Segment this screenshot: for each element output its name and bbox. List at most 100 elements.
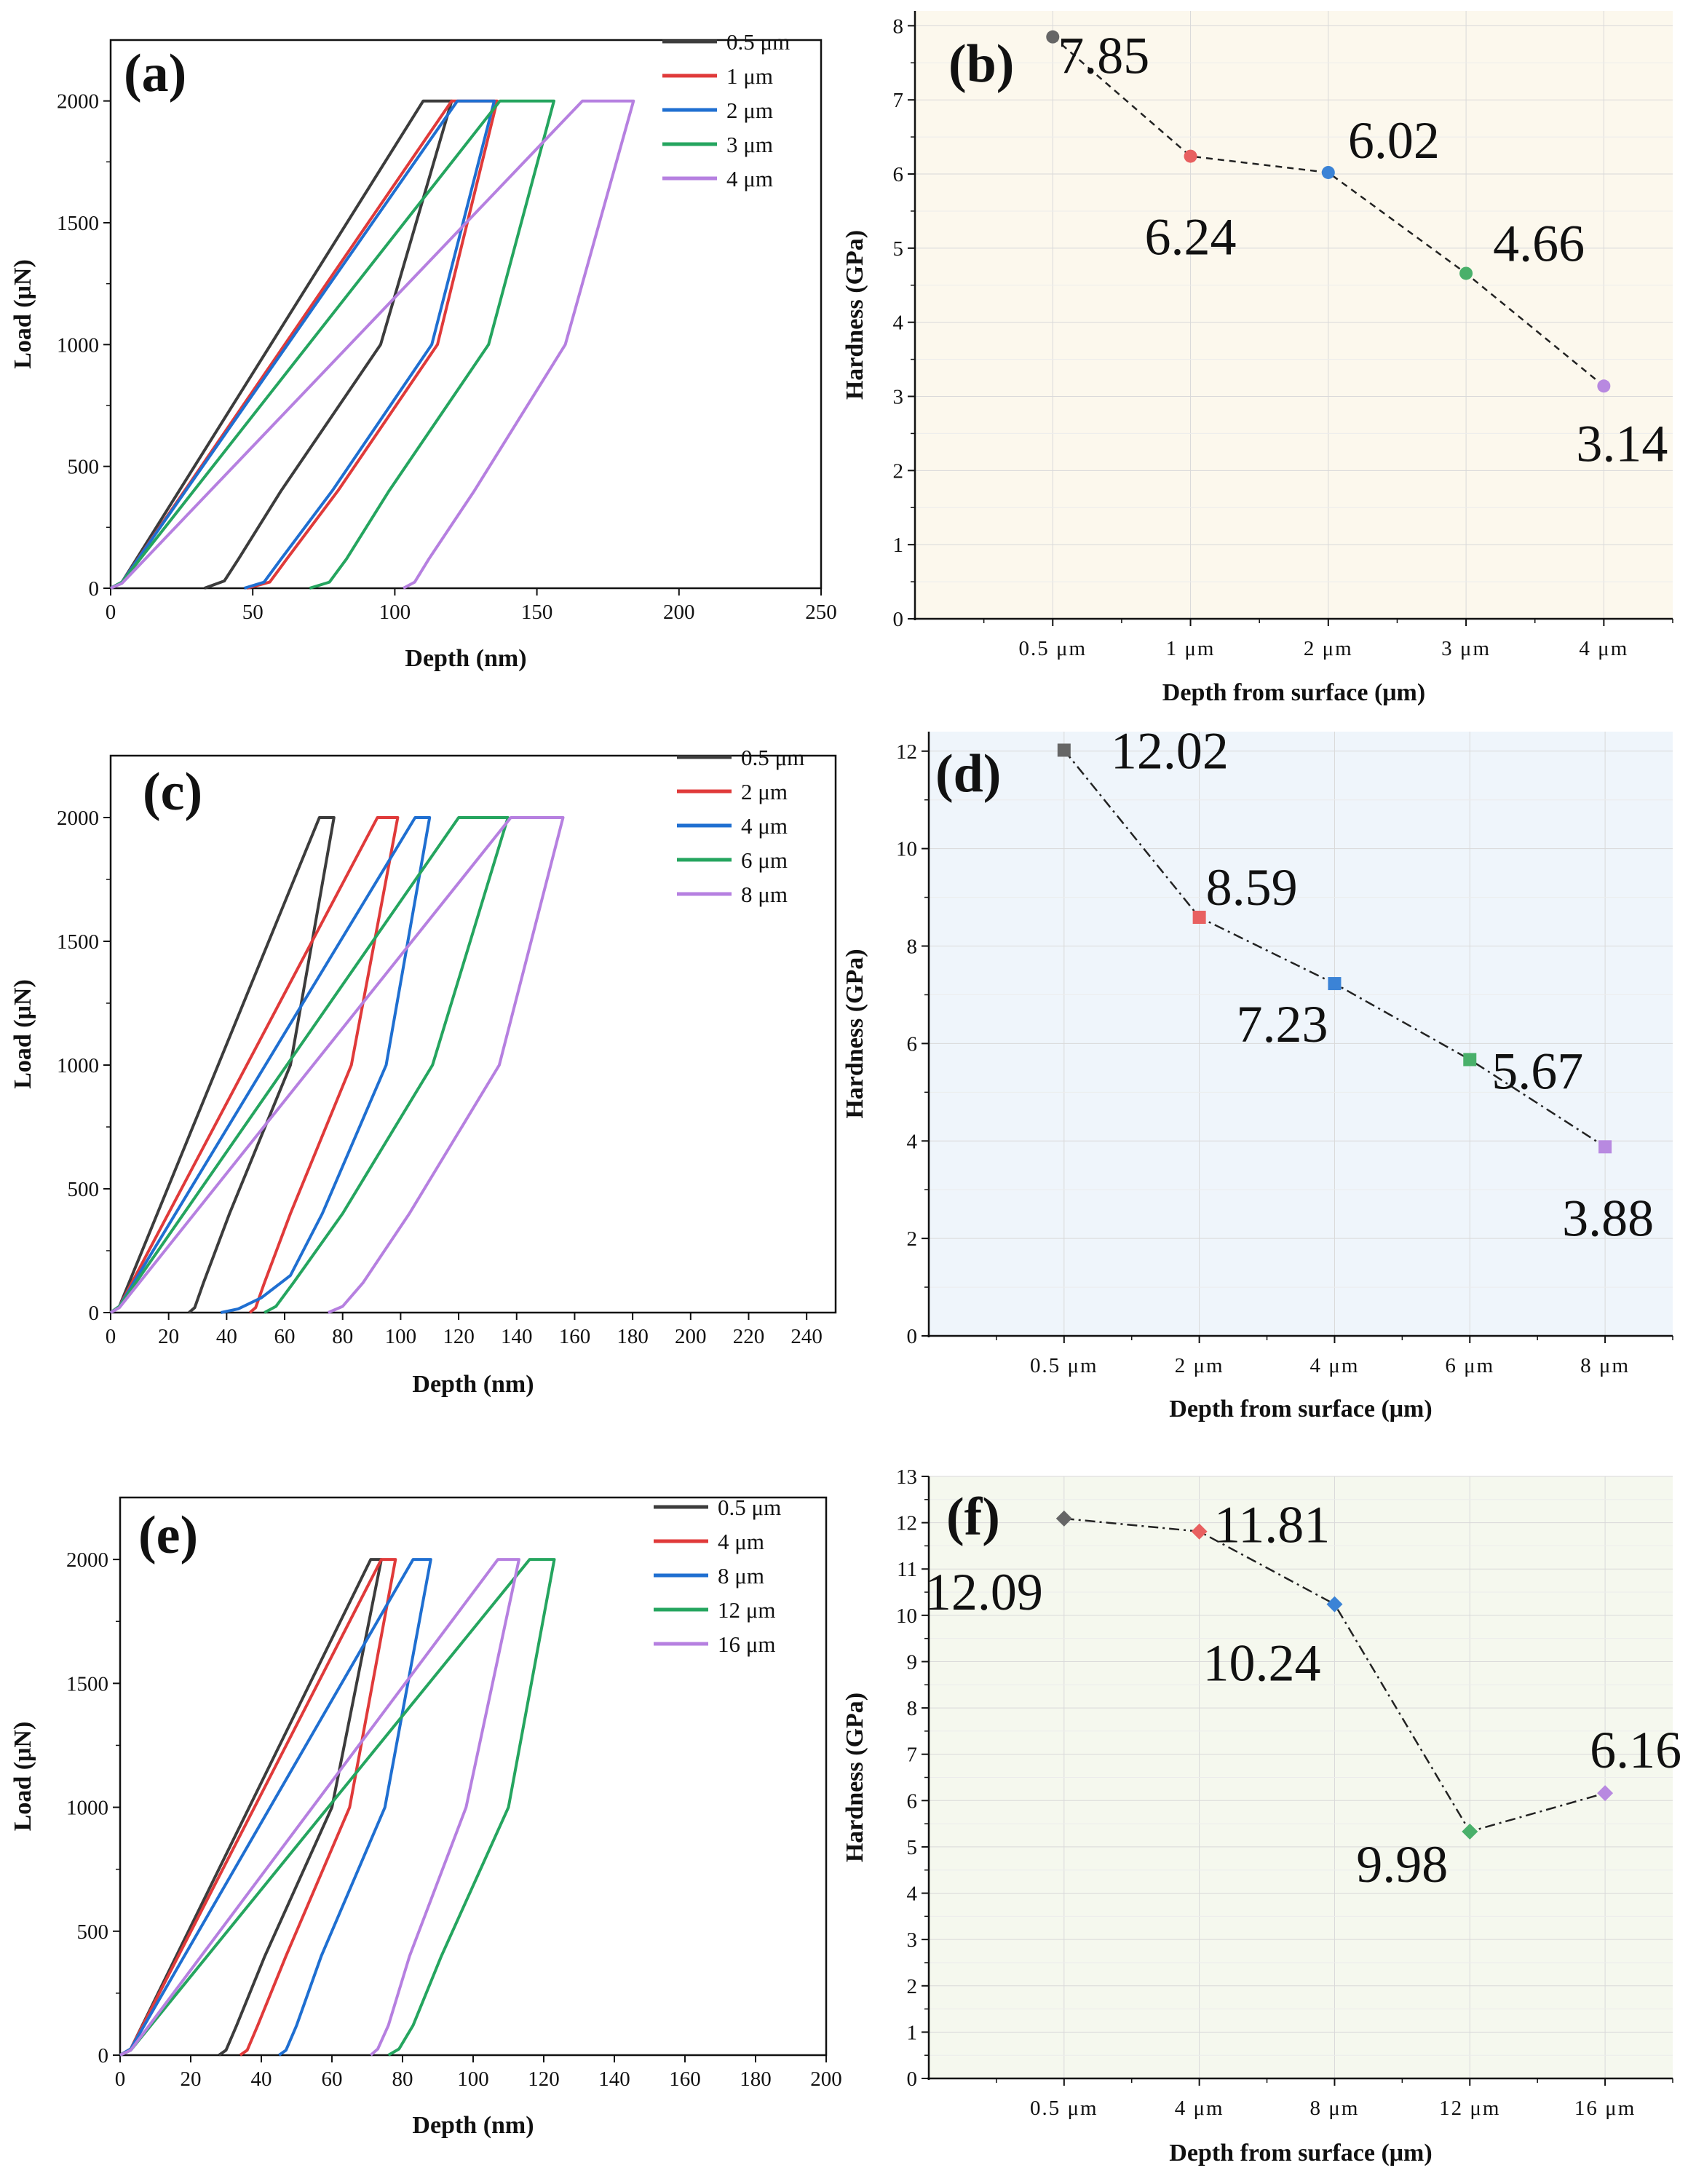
data-point xyxy=(1462,1823,1478,1840)
panel-label: (e) xyxy=(138,1506,198,1565)
x-tick-label: 150 xyxy=(521,601,553,624)
data-label: 11.81 xyxy=(1214,1496,1330,1554)
minor-grid xyxy=(929,1499,1673,2056)
load-unload-curve xyxy=(109,816,510,1314)
connecting-line xyxy=(1052,36,1605,387)
x-tick-label: 100 xyxy=(379,601,411,624)
panel-label: (d) xyxy=(935,744,1001,804)
y-axis-title: Hardness (GPa) xyxy=(841,230,868,400)
x-tick-label: 240 xyxy=(790,1325,823,1348)
series-16um xyxy=(119,1558,520,2057)
panel-label: (b) xyxy=(948,34,1014,94)
x-tick-label: 40 xyxy=(216,1325,237,1348)
data-label: 10.24 xyxy=(1202,1634,1320,1693)
y-axis-title: Hardness (GPa) xyxy=(841,949,868,1118)
data-point xyxy=(1597,379,1611,393)
data-point xyxy=(1057,743,1071,757)
x-tick-label: 140 xyxy=(501,1325,533,1348)
x-axis-title: Depth (nm) xyxy=(405,645,526,672)
x-tick-label: 100 xyxy=(457,2068,489,2091)
y-tick-label: 7 xyxy=(893,89,904,112)
x-tick-label: 120 xyxy=(443,1325,475,1348)
x-axis-title: Depth (nm) xyxy=(412,2112,534,2139)
legend: 0.5 μm 1 μm 2 μm 3 μm 4 μm xyxy=(662,29,790,191)
x-tick-label: 220 xyxy=(733,1325,765,1348)
series-4um xyxy=(119,1558,397,2057)
x-tick-label: 0 xyxy=(106,601,116,624)
x-tick-label: 8 μm xyxy=(1310,2097,1360,2120)
x-tick-label: 180 xyxy=(617,1325,649,1348)
y-tick-label: 10 xyxy=(896,1605,917,1628)
y-tick-label: 2 xyxy=(893,459,904,483)
load-unload-curve xyxy=(119,1558,520,2057)
legend-label: 8 μm xyxy=(718,1563,764,1588)
y-tick-label: 5 xyxy=(893,237,904,261)
load-unload-curve xyxy=(109,816,432,1314)
series-3um xyxy=(110,99,555,590)
chart-panel-e: 0 500 1000 1500 2000 0 20 40 60 80 100 120 140 160 180… xyxy=(9,1495,842,2139)
data-point xyxy=(1597,1785,1614,1802)
x-tick-label: 50 xyxy=(242,601,263,624)
legend-label: 0.5 μm xyxy=(726,29,790,55)
data-point xyxy=(1192,911,1206,925)
x-tick-label: 40 xyxy=(251,2068,272,2091)
legend-label: 4 μm xyxy=(741,813,788,839)
series-4um xyxy=(110,99,635,590)
data-label: 12.02 xyxy=(1111,721,1229,780)
axes-frame xyxy=(109,39,823,590)
x-tick-label: 4 μm xyxy=(1579,637,1628,660)
y-tick-label: 13 xyxy=(896,1465,917,1489)
x-axis-title: Depth from surface (μm) xyxy=(1162,679,1425,706)
x-tick-label: 200 xyxy=(810,2068,842,2091)
load-unload-curve xyxy=(110,99,453,590)
chart-panel-a: 0 500 1000 1500 2000 0 50 100 150 200 250 Depth (nm… xyxy=(9,29,837,672)
y-tick-label: 12 xyxy=(896,740,917,764)
x-tick-label: 12 μm xyxy=(1439,2097,1500,2120)
y-tick-label: 2 xyxy=(907,1975,918,1998)
x-tick-label: 80 xyxy=(392,2068,413,2091)
y-tick-label: 1000 xyxy=(57,1054,99,1077)
y-tick-label: 8 xyxy=(907,1697,918,1720)
x-tick-label: 120 xyxy=(528,2068,560,2091)
x-tick-label: 20 xyxy=(181,2068,202,2091)
x-axis-title: Depth (nm) xyxy=(412,1371,534,1398)
x-tick-label: 2 μm xyxy=(1175,1354,1224,1377)
legend: 0.5 μm 2 μm 4 μm 6 μm 8 μm xyxy=(677,745,804,907)
y-tick-label: 1000 xyxy=(66,1797,108,1820)
y-tick-label: 8 xyxy=(907,935,918,959)
x-tick-label: 180 xyxy=(740,2068,772,2091)
legend-label: 1 μm xyxy=(726,63,773,89)
series-0.5um xyxy=(110,99,453,590)
y-tick-label: 0 xyxy=(98,2044,109,2068)
data-label: 7.85 xyxy=(1058,27,1149,85)
y-tick-label: 12 xyxy=(896,1512,917,1535)
load-unload-curve xyxy=(119,1558,432,2057)
y-tick-label: 500 xyxy=(77,1920,109,1944)
x-tick-label: 4 μm xyxy=(1175,2097,1224,2120)
y-tick-label: 2000 xyxy=(57,90,99,114)
y-tick-label: 0 xyxy=(89,577,100,601)
x-tick-label: 20 xyxy=(158,1325,179,1348)
legend-label: 0.5 μm xyxy=(718,1495,781,1520)
series-4um xyxy=(109,816,432,1314)
x-tick-label: 160 xyxy=(559,1325,591,1348)
y-tick-label: 1000 xyxy=(57,333,99,357)
y-tick-label: 5 xyxy=(907,1836,918,1859)
data-point xyxy=(1328,977,1342,991)
legend-label: 4 μm xyxy=(718,1529,764,1554)
y-tick-label: 2000 xyxy=(66,1548,108,1572)
y-tick-label: 1 xyxy=(907,2021,918,2044)
y-axis-title: Hardness (GPa) xyxy=(841,1693,868,1862)
data-label: 8.59 xyxy=(1206,858,1298,917)
legend-label: 2 μm xyxy=(726,98,773,123)
y-tick-label: 8 xyxy=(893,15,904,38)
x-tick-label: 8 μm xyxy=(1580,1354,1630,1377)
chart-panel-c: 0 500 1000 1500 2000 0 20 40 60 80 100 120 140 160 180… xyxy=(9,745,837,1398)
y-tick-label: 6 xyxy=(907,1032,918,1056)
x-tick-label: 0.5 μm xyxy=(1030,1354,1098,1377)
x-tick-label: 250 xyxy=(805,601,837,624)
legend-label: 16 μm xyxy=(718,1631,775,1657)
data-point xyxy=(1463,1053,1477,1067)
y-tick-label: 2000 xyxy=(57,807,99,830)
plot-background xyxy=(929,732,1673,1336)
